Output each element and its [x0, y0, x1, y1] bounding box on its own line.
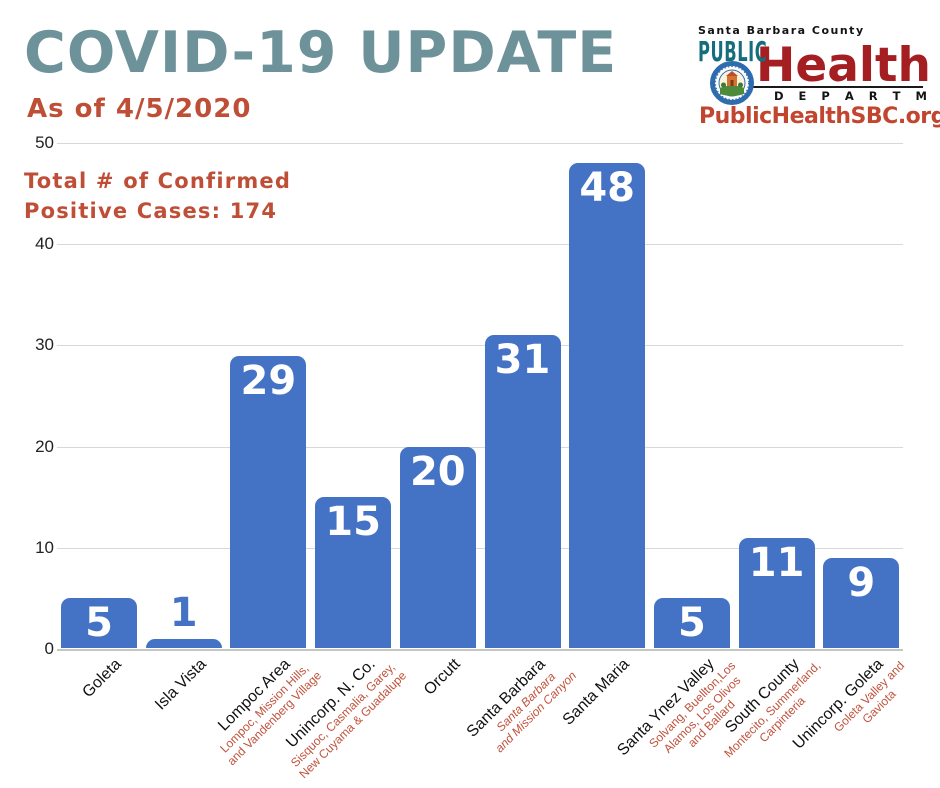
gridline-30	[57, 345, 903, 346]
bar-santa-maria	[569, 163, 646, 648]
x-label-text-santa-maria: Santa Maria	[559, 655, 633, 729]
bar-santa-barbara	[484, 335, 561, 648]
bar-value-santa-barbara: 31	[494, 337, 551, 383]
bar-value-isla-vista: 1	[169, 590, 198, 636]
bar-value-goleta: 5	[85, 600, 113, 646]
x-label-text-goleta: Goleta	[79, 655, 125, 702]
bar-value-south-county: 11	[748, 540, 805, 586]
y-tick-label-30: 30	[35, 335, 54, 354]
bar-value-santa-maria: 48	[579, 165, 636, 211]
bar-lompoc-area	[230, 356, 307, 648]
logo-divider	[712, 86, 923, 88]
bar-isla-vista	[145, 639, 222, 648]
bar-santa-ynez-valley	[653, 598, 730, 648]
y-tick-label-0: 0	[44, 639, 54, 658]
public-health-logo: Santa Barbara County PUBLIC Health D E P…	[690, 18, 940, 138]
bar-goleta	[61, 598, 137, 648]
bar-value-unincorp-n-co: 15	[325, 499, 381, 545]
county-seal-icon	[710, 61, 754, 105]
bar-orcutt	[399, 447, 476, 648]
bar-value-lompoc-area: 29	[240, 358, 297, 404]
bar-value-santa-ynez-valley: 5	[677, 600, 706, 646]
logo-county-text: Santa Barbara County	[698, 24, 865, 37]
gridline-10	[57, 548, 903, 549]
bar-value-orcutt: 20	[409, 449, 466, 495]
bar-unincorp-n-co	[315, 497, 392, 648]
x-label-text-orcutt: Orcutt	[420, 655, 464, 699]
y-tick-label-50: 50	[35, 133, 54, 152]
y-tick-label-20: 20	[35, 437, 54, 456]
x-label-text-isla-vista: Isla Vista	[151, 655, 210, 714]
bar-value-unincorp-goleta: 9	[847, 560, 876, 606]
logo-health-text: Health	[756, 38, 931, 93]
website-url: PublicHealthSBC.org	[699, 104, 940, 129]
y-tick-label-40: 40	[35, 234, 54, 253]
total-cases-label: Total # of Confirmed Positive Cases: 174	[24, 169, 292, 223]
gridline-50	[57, 143, 903, 144]
page-title: COVID-19 UPDATE	[24, 20, 618, 86]
logo-public-text: PUBLIC	[698, 35, 768, 68]
y-tick-label-10: 10	[35, 538, 54, 557]
bar-south-county	[738, 538, 815, 648]
bar-unincorp-goleta	[823, 558, 900, 648]
gridline-40	[57, 244, 903, 245]
gridline-20	[57, 447, 903, 448]
as-of-date: As of 4/5/2020	[27, 94, 252, 124]
x-axis-line	[57, 649, 903, 651]
logo-department-text: D E P A R T M E N T	[774, 89, 940, 103]
